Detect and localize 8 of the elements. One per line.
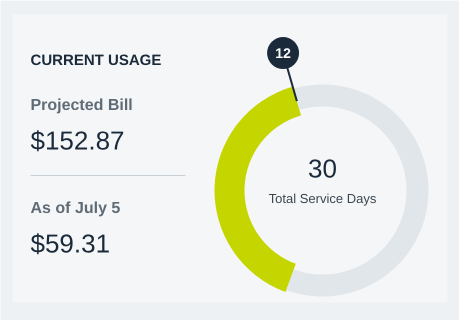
text: $152.87	[30, 126, 124, 156]
text: $59.31	[30, 228, 110, 258]
data-label: 12	[275, 45, 292, 62]
text: 30	[308, 154, 337, 184]
text: As of July 5	[30, 200, 120, 217]
text: Projected Bill	[30, 97, 133, 114]
text: Total Service Days	[268, 191, 377, 206]
text: CURRENT USAGE	[30, 52, 162, 69]
